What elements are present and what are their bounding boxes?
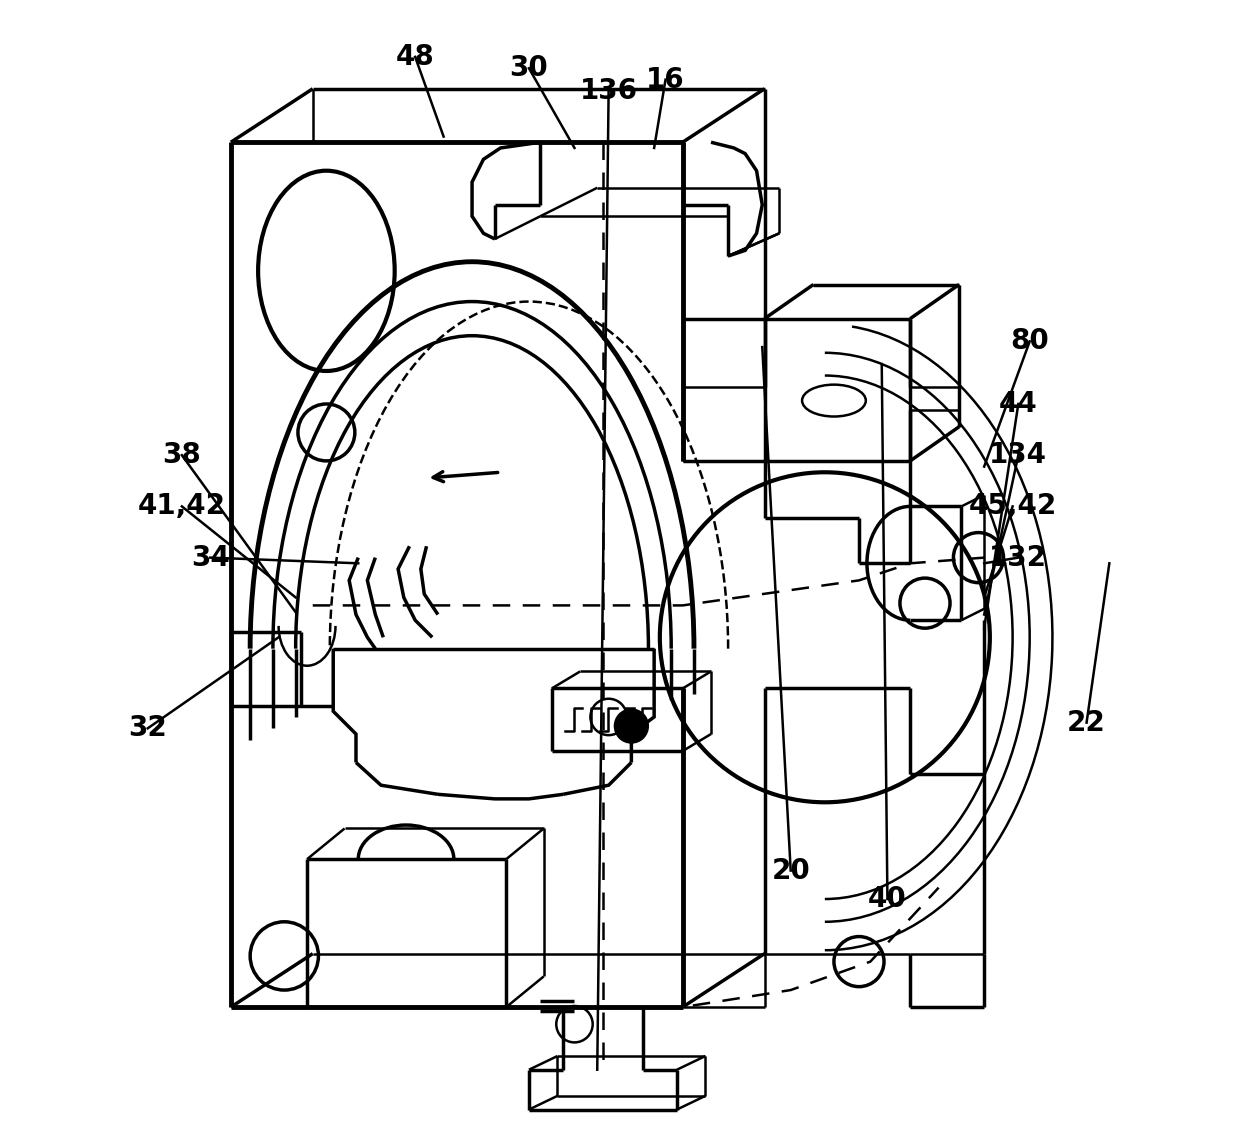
Text: 34: 34 [191,544,229,571]
Text: 40: 40 [868,885,906,913]
Text: 20: 20 [771,857,810,884]
Text: 38: 38 [162,442,201,469]
Circle shape [615,710,647,742]
Text: 45,42: 45,42 [968,493,1056,520]
Text: 32: 32 [129,715,167,742]
Text: 48: 48 [396,43,434,71]
Text: 80: 80 [1011,328,1049,355]
Text: 44: 44 [999,390,1038,418]
Text: 136: 136 [579,77,637,105]
Text: 134: 134 [990,442,1048,469]
Text: 30: 30 [510,55,548,82]
Text: 16: 16 [646,66,684,93]
Text: 132: 132 [990,544,1048,571]
Text: 41,42: 41,42 [138,493,226,520]
Text: 22: 22 [1068,709,1106,736]
